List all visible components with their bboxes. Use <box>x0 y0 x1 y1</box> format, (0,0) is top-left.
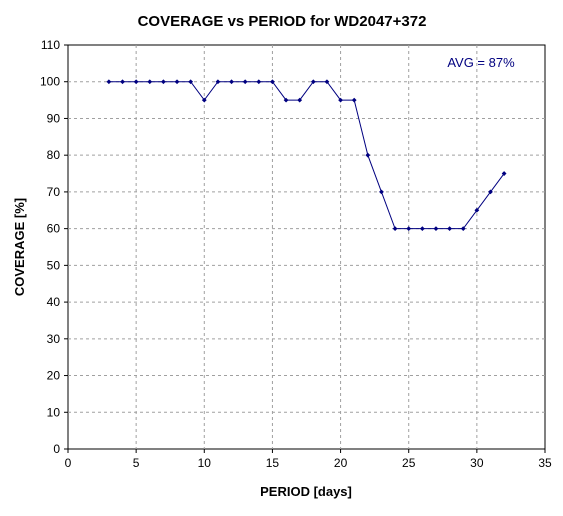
y-tick-label: 90 <box>47 111 61 125</box>
y-tick-label: 20 <box>47 369 61 383</box>
data-point <box>120 79 125 85</box>
chart-title: COVERAGE vs PERIOD for WD2047+372 <box>138 13 427 30</box>
y-tick-label: 80 <box>47 148 61 162</box>
x-axis-title: PERIOD [days] <box>260 484 352 499</box>
data-point <box>474 207 480 213</box>
data-point <box>161 79 166 85</box>
data-point <box>338 97 343 103</box>
data-point <box>406 226 412 232</box>
tick-layer: 0 5 10 15 20 25 30 35 0 10 20 30 40 50 60 70 80 90 100 110 <box>40 38 552 470</box>
data-point <box>283 97 289 103</box>
data-point <box>106 79 112 85</box>
data-point <box>501 171 507 176</box>
x-tick-label: 15 <box>266 456 280 470</box>
x-tick-label: 5 <box>133 456 140 470</box>
x-tick-label: 0 <box>65 456 72 470</box>
data-point <box>215 79 221 85</box>
x-tick-label: 10 <box>198 456 212 470</box>
data-point <box>324 79 330 85</box>
x-tick-label: 35 <box>538 456 552 470</box>
y-tick-label: 50 <box>47 258 61 272</box>
data-point <box>174 79 180 85</box>
data-point <box>488 189 493 195</box>
data-point <box>310 79 316 85</box>
y-axis-title: COVERAGE [%] <box>12 198 27 296</box>
data-point <box>297 97 303 103</box>
x-tick-label: 30 <box>470 456 484 470</box>
data-point <box>365 152 371 158</box>
data-point <box>460 226 466 232</box>
y-tick-label: 40 <box>47 295 61 309</box>
y-tick-label: 10 <box>47 405 61 419</box>
data-point <box>133 79 139 85</box>
data-point <box>379 189 384 195</box>
data-point <box>188 79 194 85</box>
data-point <box>256 79 262 85</box>
y-tick-label: 70 <box>47 185 61 199</box>
plot-area <box>67 44 546 450</box>
data-point <box>447 226 452 232</box>
data-point <box>147 79 153 85</box>
y-tick-label: 110 <box>41 38 60 52</box>
data-point <box>229 79 234 85</box>
series-layer <box>106 79 507 232</box>
average-annotation: AVG = 87% <box>447 55 515 70</box>
data-point <box>392 226 398 232</box>
data-point <box>433 226 439 232</box>
data-point <box>270 79 275 85</box>
data-point <box>351 97 357 103</box>
y-tick-label: 30 <box>47 332 61 346</box>
y-tick-label: 0 <box>53 442 60 456</box>
x-tick-label: 25 <box>402 456 416 470</box>
data-point <box>201 97 207 103</box>
data-point <box>419 226 425 232</box>
x-tick-label: 20 <box>334 456 348 470</box>
y-tick-label: 60 <box>47 222 61 236</box>
data-point <box>242 79 248 85</box>
y-tick-label: 100 <box>40 75 60 89</box>
